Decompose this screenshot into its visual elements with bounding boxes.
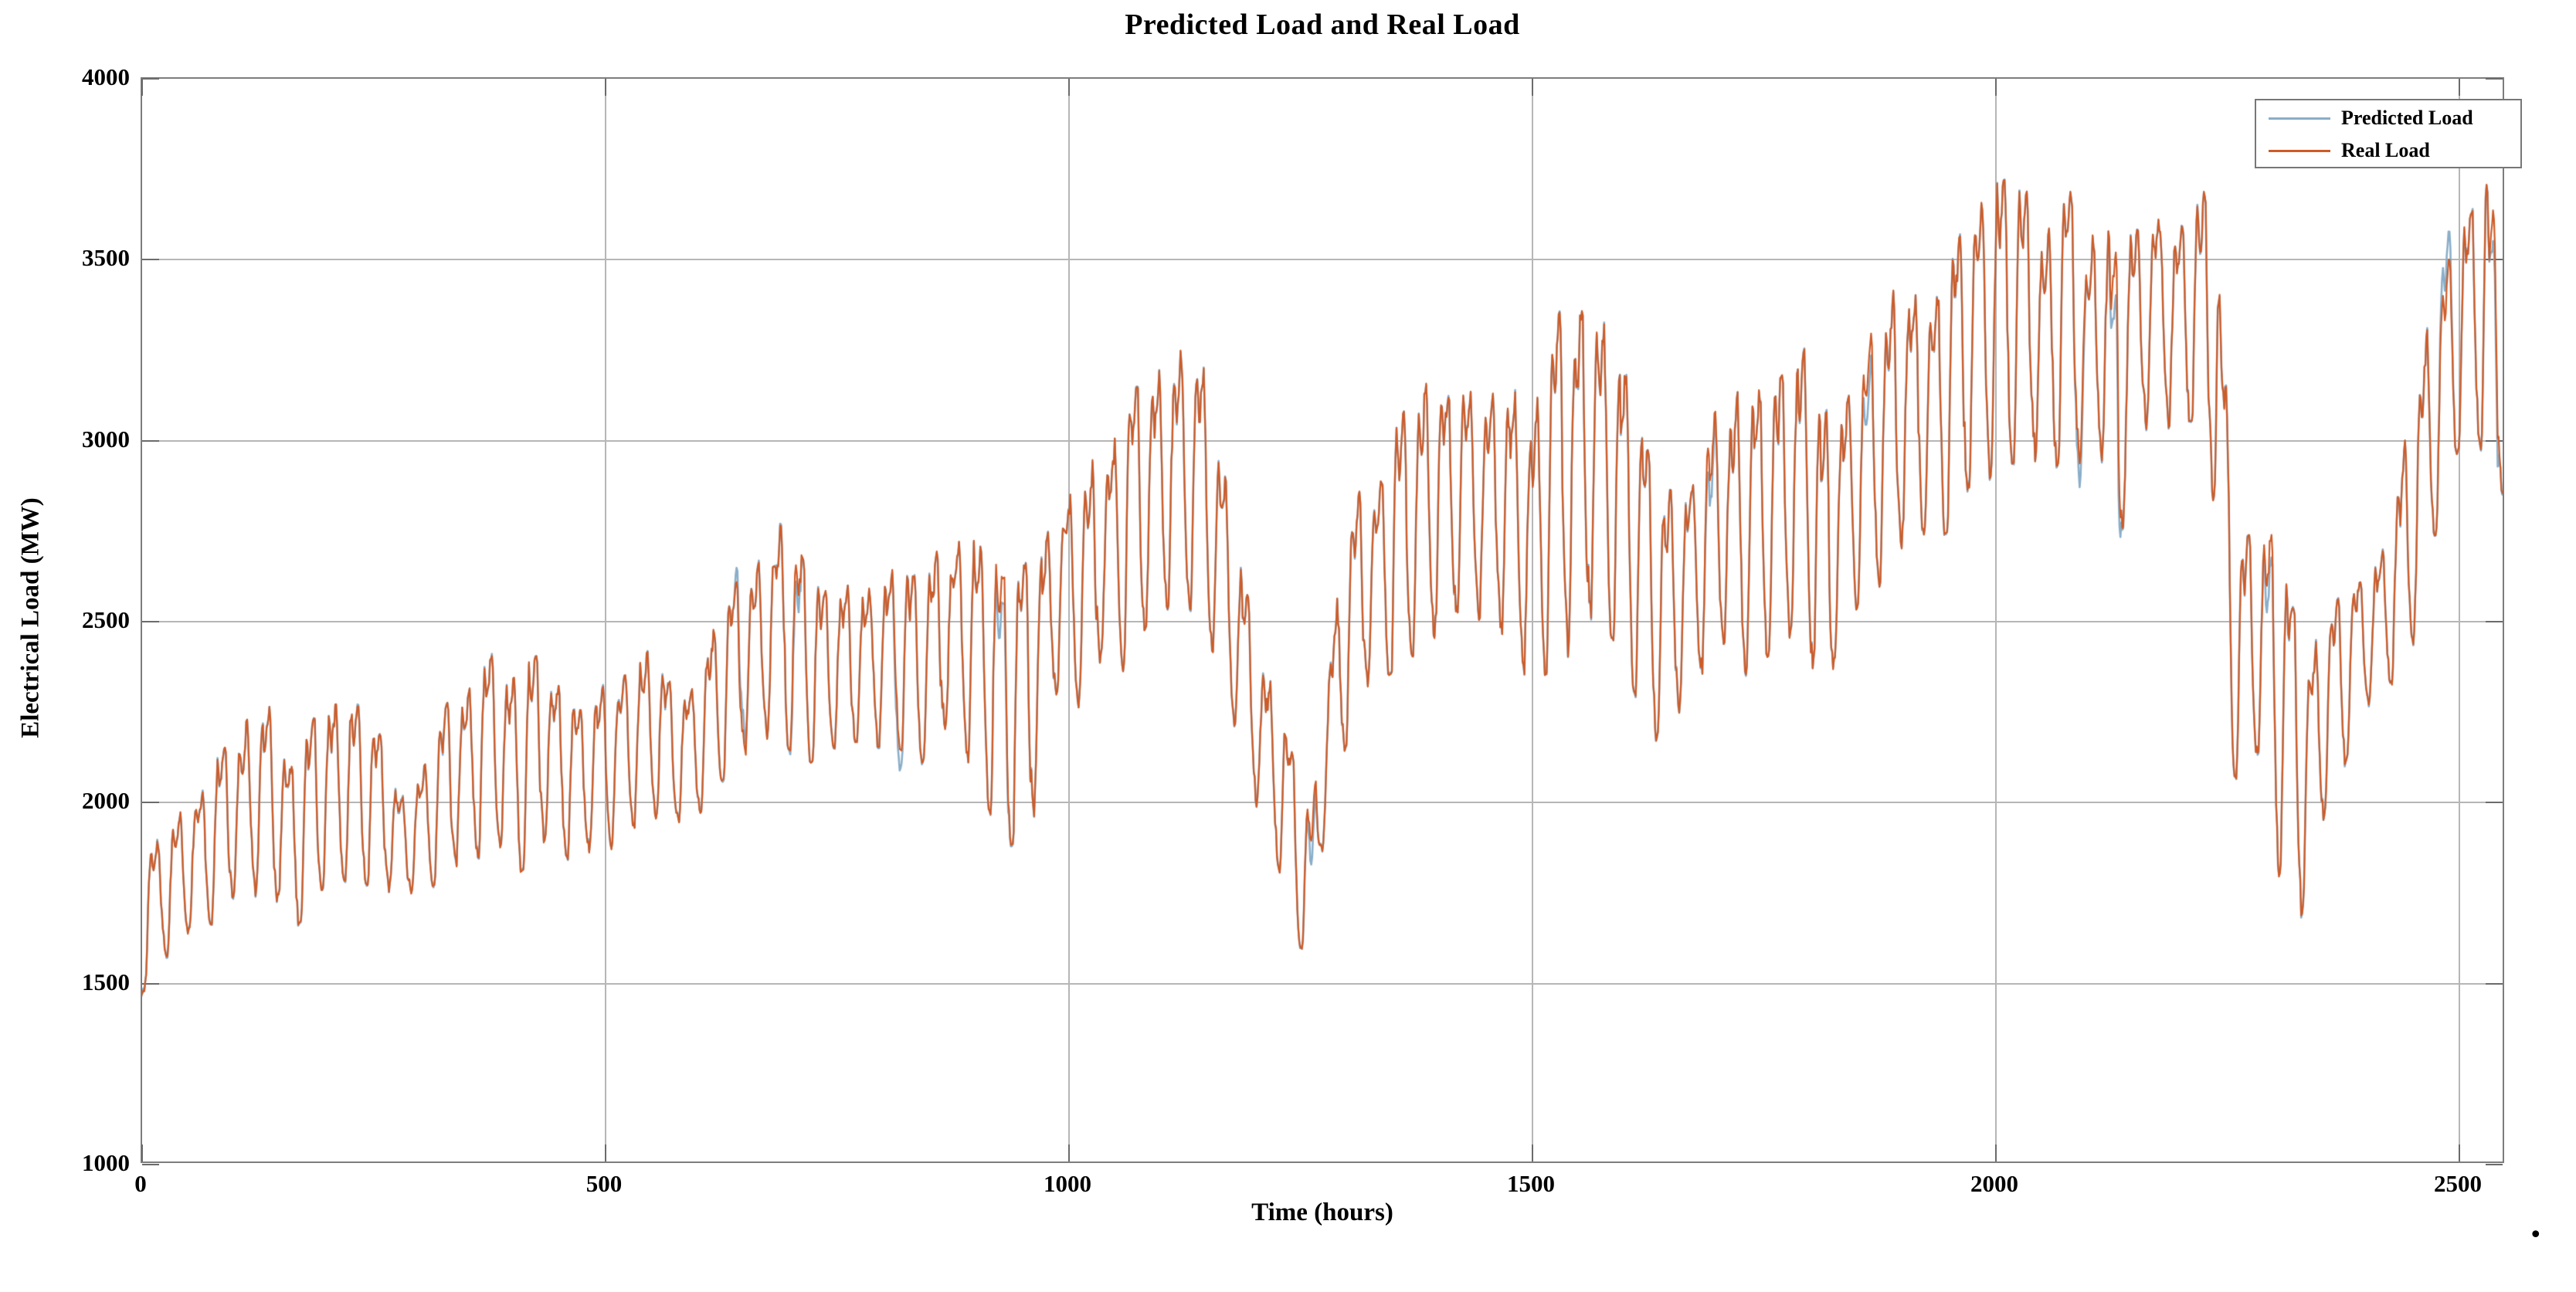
y-tick-label: 2500 — [82, 606, 130, 633]
x-tick-label: 2000 — [1970, 1170, 2018, 1197]
x-tick-label: 0 — [134, 1170, 147, 1197]
y-tick-label: 3000 — [82, 425, 130, 453]
x-tick-label: 2500 — [2434, 1170, 2482, 1197]
y-tick-mark — [142, 1164, 159, 1165]
plot-area: Predicted Load Real Load — [141, 77, 2522, 1165]
y-tick-mark — [2486, 1164, 2503, 1165]
x-tick-label: 1500 — [1507, 1170, 1555, 1197]
chart-title: Predicted Load and Real Load — [1125, 8, 1520, 41]
legend[interactable]: Predicted Load Real Load — [2255, 99, 2522, 168]
legend-line-sample — [2269, 117, 2330, 120]
x-axis-label: Time (hours) — [1251, 1199, 1393, 1226]
y-tick-label: 4000 — [82, 63, 130, 90]
legend-line-sample — [2269, 149, 2330, 152]
legend-item[interactable]: Real Load — [2256, 134, 2520, 167]
y-tick-label: 2000 — [82, 787, 130, 815]
x-tick-label: 500 — [585, 1170, 623, 1197]
legend-item[interactable]: Predicted Load — [2256, 102, 2520, 134]
y-tick-label: 1500 — [82, 968, 130, 995]
period-mark: . — [2530, 1199, 2541, 1246]
series-lines — [142, 79, 2503, 1161]
y-tick-label: 3500 — [82, 244, 130, 272]
y-tick-label: 1000 — [82, 1149, 130, 1176]
legend-label: Real Load — [2341, 139, 2430, 161]
x-tick-label: 1000 — [1044, 1170, 1091, 1197]
legend-label: Predicted Load — [2341, 107, 2473, 129]
